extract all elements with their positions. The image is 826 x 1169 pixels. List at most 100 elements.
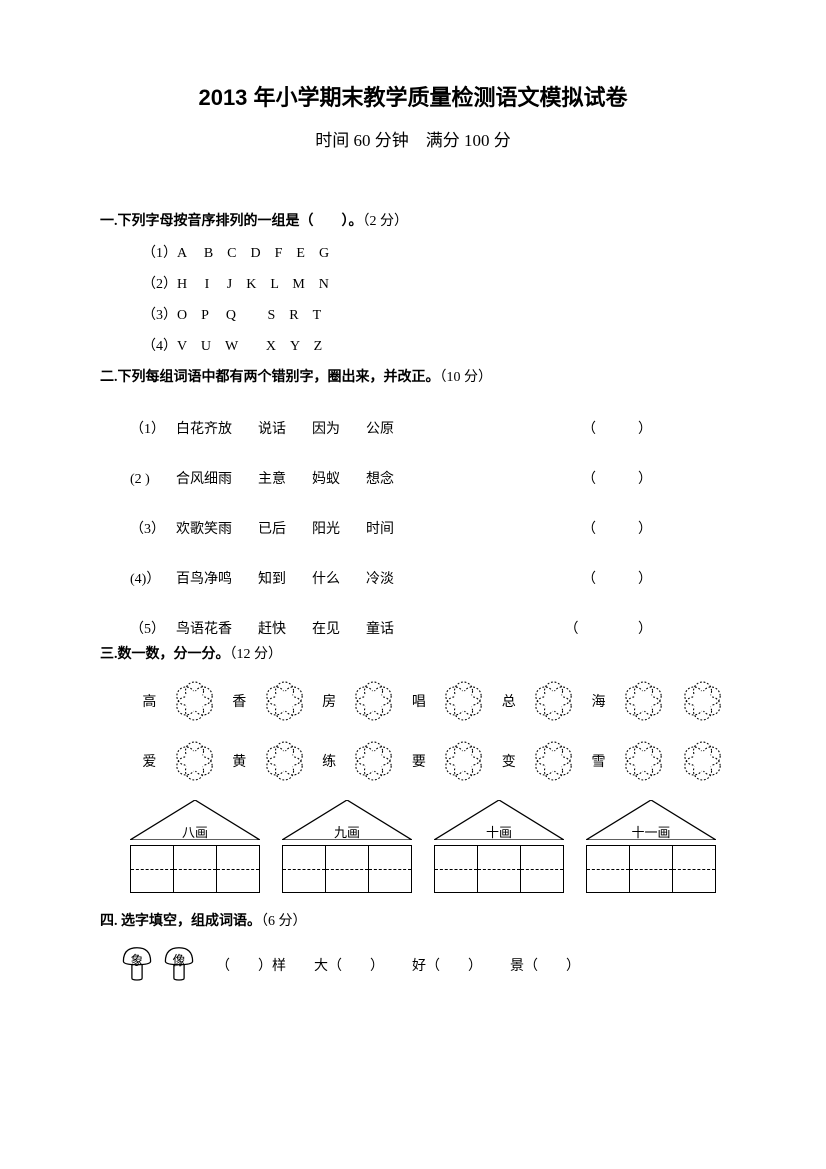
house-label: 十画	[434, 822, 564, 841]
q2-word: 时间	[366, 518, 394, 538]
q2-word: 想念	[366, 468, 394, 488]
flower-char-cell: 海	[589, 676, 608, 726]
flower-icon	[530, 736, 577, 786]
house-grid	[282, 845, 412, 893]
q4-head: 四. 选字填空，组成词语。（6 分）	[100, 911, 726, 933]
q3-flowers: 高 香 房 唱 总 海 爱 黄 练 要 变 雪	[140, 676, 726, 786]
flower-char: 高	[142, 691, 156, 711]
q2-head-text: 二.下列每组词语中都有两个错别字，圈出来，并改正。	[100, 370, 440, 385]
flower-shape	[530, 676, 577, 726]
grid-cell	[131, 846, 174, 892]
q1-head: 一.下列字母按音序排列的一组是（ ）。（2 分）	[100, 211, 726, 233]
q2-blank: （ ）	[582, 468, 666, 488]
flower-shape	[171, 676, 218, 726]
q2-word: 主意	[258, 468, 286, 488]
q2-word: 童话	[366, 618, 394, 638]
q2-blank: （ ）	[582, 518, 666, 538]
q2-words: 合风细雨 主意 妈蚁 想念	[176, 468, 394, 488]
flower-shape	[261, 676, 308, 726]
q1-points: （2 分）	[363, 214, 409, 229]
grid-cell	[478, 846, 521, 892]
mushroom-char: 象	[120, 950, 154, 969]
flower-char-cell: 爱	[140, 736, 159, 786]
mushroom-2: 像	[162, 944, 196, 987]
flower-shape	[261, 736, 308, 786]
flower-icon	[440, 676, 487, 726]
flower-shape	[679, 736, 726, 786]
grid-cell	[630, 846, 673, 892]
q1-head-text: 一.下列字母按音序排列的一组是（ ）。	[100, 214, 363, 229]
flower-icon	[171, 676, 218, 726]
flower-char: 爱	[142, 751, 156, 771]
flower-shape	[530, 736, 577, 786]
flower-shape	[620, 736, 667, 786]
flower-char-cell: 房	[320, 676, 339, 726]
flower-char-cell: 总	[499, 676, 518, 726]
flower-char-cell: 练	[320, 736, 339, 786]
flower-char: 海	[592, 691, 606, 711]
grid-cell	[521, 846, 563, 892]
q3-head: 三.数一数，分一分。（12 分）	[100, 644, 726, 666]
flower-char: 黄	[232, 751, 246, 771]
flower-char: 香	[232, 691, 246, 711]
q2-blank: （ ）	[582, 568, 666, 588]
flower-shape	[679, 676, 726, 726]
q4-item: 好（ ）	[412, 955, 482, 975]
q2-blank: （ ）	[582, 418, 666, 438]
q2-num: （3）	[130, 518, 176, 538]
flower-char-cell: 香	[230, 676, 249, 726]
q4-items: （ ）样 大（ ） 好（ ） 景（ ）	[216, 955, 580, 975]
q2-points: （10 分）	[440, 370, 493, 385]
q4-item: 大（ ）	[314, 955, 384, 975]
flower-char-cell: 要	[409, 736, 428, 786]
flower-row-1: 高香房唱总海	[140, 676, 726, 726]
q2-word: 公原	[366, 418, 394, 438]
flower-icon	[261, 676, 308, 726]
q1-row-4: （4）V U W X Y Z	[142, 336, 726, 357]
flower-icon	[620, 736, 667, 786]
q2-word: 白花齐放	[176, 418, 232, 438]
flower-char: 变	[502, 751, 516, 771]
q4-head-text: 四. 选字填空，组成词语。	[100, 914, 261, 929]
flower-shape	[620, 676, 667, 726]
grid-cell	[174, 846, 217, 892]
q4-row: 象 像 （ ）样 大（ ） 好（ ） 景（ ）	[120, 944, 726, 987]
q2-word: 说话	[258, 418, 286, 438]
flower-char: 唱	[412, 691, 426, 711]
q4-points: （6 分）	[261, 914, 307, 929]
flower-icon	[530, 676, 577, 726]
q2-word: 欢歌笑雨	[176, 518, 232, 538]
q2-row-2: (2 ) 合风细雨 主意 妈蚁 想念 （ ）	[130, 468, 726, 488]
flower-char: 练	[322, 751, 336, 771]
flower-char: 要	[412, 751, 426, 771]
flower-char: 雪	[592, 751, 606, 771]
house: 十一画	[586, 800, 716, 893]
flower-char-cell: 唱	[409, 676, 428, 726]
q2-word: 已后	[258, 518, 286, 538]
q2-words: 白花齐放 说话 因为 公原	[176, 418, 394, 438]
flower-icon	[350, 736, 397, 786]
q2-word: 什么	[312, 568, 340, 588]
house: 九画	[282, 800, 412, 893]
q2-blank: （ ）	[565, 618, 667, 638]
q2-num: (4)）	[130, 568, 176, 588]
q2-word: 在见	[312, 618, 340, 638]
q2-words: 百鸟净鸣 知到 什么 冷淡	[176, 568, 394, 588]
q2-word: 赶快	[258, 618, 286, 638]
house: 八画	[130, 800, 260, 893]
flower-icon	[261, 736, 308, 786]
q2-word: 阳光	[312, 518, 340, 538]
q2-row-5: （5） 鸟语花香 赶快 在见 童话 （ ）	[130, 618, 726, 638]
q2-num: (2 )	[130, 472, 176, 488]
q2-words: 鸟语花香 赶快 在见 童话	[176, 618, 394, 638]
flower-icon	[620, 676, 667, 726]
q4-item: （ ）样	[216, 955, 286, 975]
page-subtitle: 时间 60 分钟 满分 100 分	[100, 126, 726, 151]
flower-shape	[171, 736, 218, 786]
flower-shape	[440, 736, 487, 786]
q3-head-text: 三.数一数，分一分。	[100, 647, 230, 662]
house-grid	[130, 845, 260, 893]
q2-word: 知到	[258, 568, 286, 588]
q2-word: 百鸟净鸣	[176, 568, 232, 588]
q2-row-1: （1） 白花齐放 说话 因为 公原 （ ）	[130, 418, 726, 438]
